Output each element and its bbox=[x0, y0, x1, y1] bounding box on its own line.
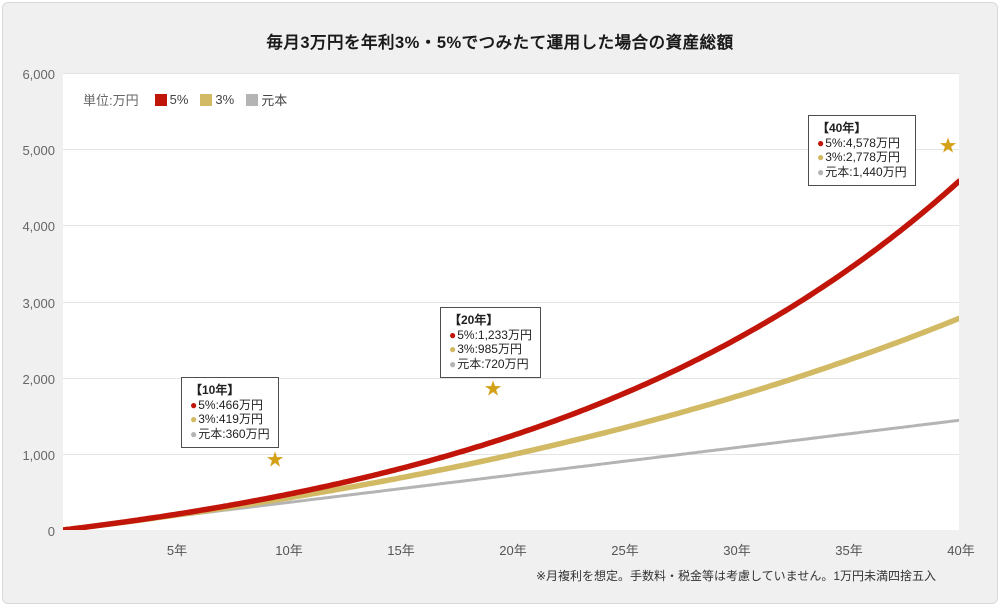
y-tick-label: 1,000 bbox=[22, 447, 55, 463]
series-bullet-icon: ● bbox=[817, 150, 825, 164]
x-tick-label: 30年 bbox=[723, 543, 751, 558]
y-tick-label: 3,000 bbox=[22, 295, 55, 311]
annotation-row: ●5%:466万円 bbox=[190, 398, 270, 413]
x-tick-label: 35年 bbox=[835, 543, 863, 558]
star-icon: ★ bbox=[265, 448, 285, 472]
annotation-row: ●3%:985万円 bbox=[449, 342, 532, 357]
y-tick-label: 5,000 bbox=[22, 143, 55, 159]
annotation-row: ●5%:1,233万円 bbox=[449, 328, 532, 343]
legend-item-label: 元本 bbox=[261, 93, 288, 108]
series-bullet-icon: ● bbox=[190, 397, 198, 412]
unit-label: 単位:万円 bbox=[83, 93, 139, 108]
annotation-title: 【20年】 bbox=[449, 313, 499, 327]
legend-items: 5% 3% 元本 bbox=[154, 90, 300, 109]
y-tick-label: 0 bbox=[47, 524, 55, 539]
legend-item-label: 5% bbox=[169, 92, 189, 107]
series-bullet-icon: ● bbox=[190, 412, 198, 426]
series-bullet-icon: ● bbox=[449, 327, 457, 342]
legend-item-元本: 元本 bbox=[246, 90, 287, 109]
x-tick-label: 25年 bbox=[611, 543, 639, 558]
annotation-value: 5%:1,233万円 bbox=[457, 327, 532, 342]
annotation-row: ●元本:360万円 bbox=[190, 427, 270, 442]
footnote: ※月複利を想定。手数料・税金等は考慮していません。1万円未満四捨五入 bbox=[535, 569, 936, 583]
star-icon: ★ bbox=[483, 377, 503, 401]
line-chart bbox=[63, 73, 959, 530]
annotation-box: 【10年】 ●5%:466万円 ●3%:419万円 ●元本:360万円 bbox=[181, 377, 279, 448]
series-line-5% bbox=[63, 178, 959, 530]
x-tick-label: 5年 bbox=[166, 543, 188, 558]
legend: 単位:万円 5% 3% 元本 bbox=[83, 90, 299, 109]
y-tick-label: 2,000 bbox=[22, 371, 55, 387]
x-tick-label: 40年 bbox=[947, 543, 975, 558]
y-tick-label: 4,000 bbox=[22, 219, 55, 235]
annotation-value: 元本:360万円 bbox=[198, 426, 270, 441]
legend-item-label: 3% bbox=[215, 92, 235, 107]
series-bullet-icon: ● bbox=[817, 164, 825, 179]
annotation-box: 【20年】 ●5%:1,233万円 ●3%:985万円 ●元本:720万円 bbox=[440, 307, 541, 378]
annotation-box: 【40年】 ●5%:4,578万円 ●3%:2,778万円 ●元本:1,440万円 bbox=[808, 115, 916, 186]
legend-item-5%: 5% bbox=[154, 90, 189, 109]
annotation-value: 5%:466万円 bbox=[198, 397, 263, 412]
x-tick-label: 15年 bbox=[387, 543, 415, 558]
chart-title: 毎月3万円を年利3%・5%でつみたて運用した場合の資産総額 bbox=[266, 34, 734, 52]
annotation-title: 【40年】 bbox=[817, 121, 867, 135]
annotation-value: 3%:985万円 bbox=[457, 342, 522, 356]
annotation-title: 【10年】 bbox=[190, 383, 240, 397]
annotation-row: ●3%:2,778万円 bbox=[817, 150, 907, 165]
series-bullet-icon: ● bbox=[449, 356, 457, 371]
annotation-value: 3%:419万円 bbox=[198, 412, 263, 426]
y-tick-label: 6,000 bbox=[22, 67, 55, 82]
annotation-row: ●元本:720万円 bbox=[449, 357, 532, 372]
series-bullet-icon: ● bbox=[817, 135, 825, 150]
annotation-row: ●5%:4,578万円 bbox=[817, 136, 907, 151]
annotation-row: ●3%:419万円 bbox=[190, 412, 270, 427]
legend-swatch-icon bbox=[200, 93, 213, 106]
x-tick-label: 20年 bbox=[499, 543, 527, 558]
x-tick-label: 10年 bbox=[275, 543, 303, 558]
annotation-value: 5%:4,578万円 bbox=[825, 135, 900, 150]
star-icon: ★ bbox=[938, 134, 958, 158]
annotation-value: 元本:720万円 bbox=[457, 356, 529, 371]
legend-swatch-icon bbox=[154, 93, 167, 106]
series-bullet-icon: ● bbox=[190, 426, 198, 441]
annotation-row: ●元本:1,440万円 bbox=[817, 165, 907, 180]
series-bullet-icon: ● bbox=[449, 342, 457, 356]
legend-swatch-icon bbox=[246, 93, 259, 106]
annotation-value: 3%:2,778万円 bbox=[825, 150, 900, 164]
annotation-value: 元本:1,440万円 bbox=[825, 164, 907, 179]
legend-item-3%: 3% bbox=[200, 90, 234, 109]
